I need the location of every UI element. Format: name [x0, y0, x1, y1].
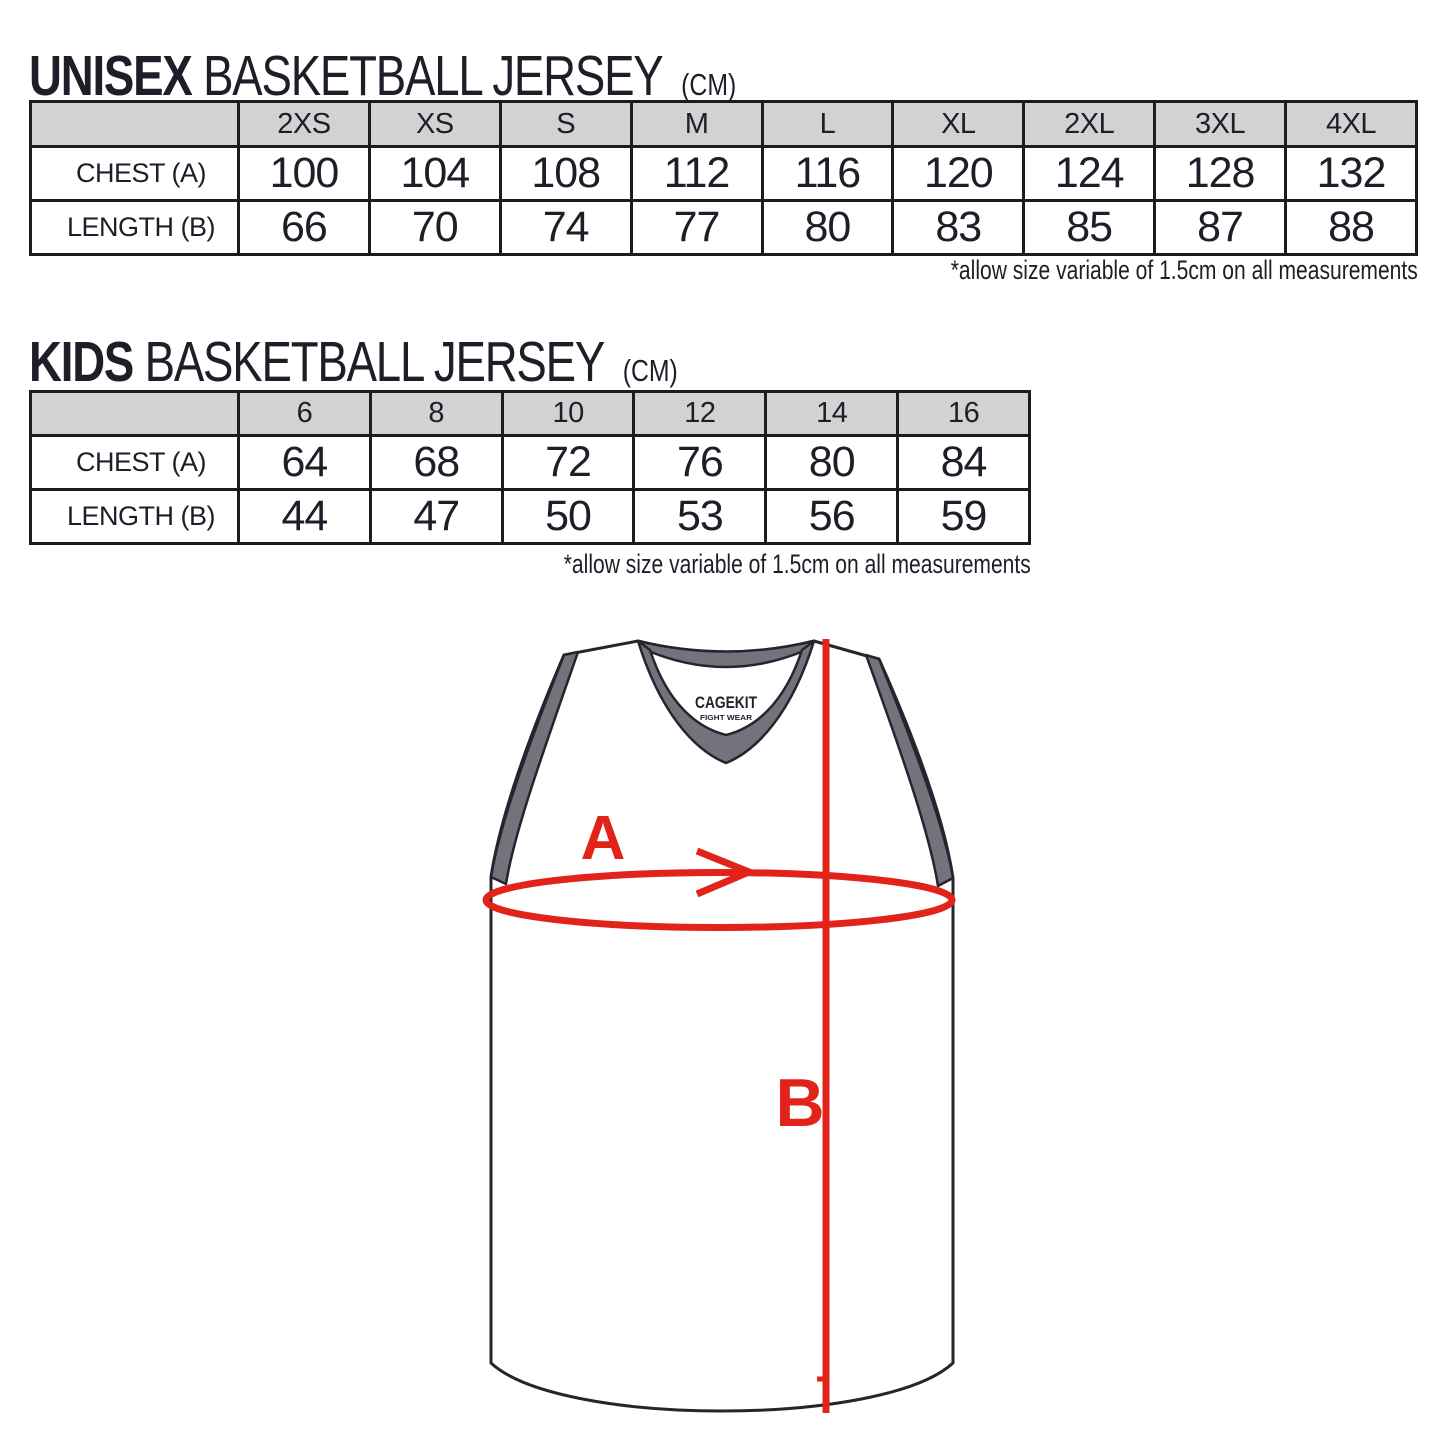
size-header-cell: 2XL — [1022, 100, 1157, 148]
length-value-cell: 87 — [1153, 199, 1287, 256]
row-label-cell: CHEST (A) — [29, 145, 240, 202]
kids-header-row: 6 8 10 12 14 16 — [29, 390, 1031, 437]
length-value-cell: 47 — [368, 488, 504, 545]
length-value-cell: 53 — [632, 488, 768, 545]
chest-value-cell: 80 — [764, 434, 900, 491]
unisex-section-title: UNISEX BASKETBALL JERSEY (CM) — [29, 48, 736, 105]
kids-title-bold: KIDS — [29, 330, 134, 394]
size-header-cell: 8 — [368, 390, 504, 437]
chest-arrow-icon — [695, 847, 759, 898]
chest-value-cell: 76 — [632, 434, 768, 491]
length-value-cell: 66 — [237, 199, 371, 256]
length-value-cell: 50 — [500, 488, 636, 545]
size-header-cell: S — [498, 100, 633, 148]
size-header-cell: L — [760, 100, 895, 148]
kids-section-title: KIDS BASKETBALL JERSEY (CM) — [29, 334, 678, 391]
chest-ellipse-annotation — [482, 869, 956, 931]
chest-value-cell: 116 — [760, 145, 895, 202]
size-header-cell: 12 — [632, 390, 768, 437]
chest-value-cell: 120 — [891, 145, 1026, 202]
kids-title-unit: (CM) — [622, 353, 678, 388]
length-value-cell: 59 — [896, 488, 1031, 545]
row-label-cell: CHEST (A) — [29, 434, 240, 491]
chest-value-cell: 72 — [500, 434, 636, 491]
size-header-cell: 3XL — [1153, 100, 1287, 148]
left-armhole-trim — [489, 650, 580, 886]
length-value-cell: 88 — [1284, 199, 1418, 256]
length-value-cell: 74 — [498, 199, 633, 256]
chest-value-cell: 108 — [498, 145, 633, 202]
chest-value-cell: 64 — [237, 434, 372, 491]
chest-value-cell: 84 — [896, 434, 1031, 491]
length-value-cell: 56 — [764, 488, 900, 545]
unisex-chest-row: CHEST (A) 100 104 108 112 116 120 124 12… — [29, 145, 1418, 202]
unisex-size-table: 2XS XS S M L XL 2XL 3XL 4XL CHEST (A) 10… — [29, 100, 1418, 256]
brand-logo-subtitle: FIGHT WEAR — [700, 713, 753, 722]
unisex-title-rest: BASKETBALL JERSEY — [203, 44, 663, 108]
size-header-cell: 10 — [500, 390, 636, 437]
chest-value-cell: 124 — [1022, 145, 1157, 202]
chest-value-cell: 100 — [237, 145, 371, 202]
unisex-length-row: LENGTH (B) 66 70 74 77 80 83 85 87 88 — [29, 199, 1418, 256]
unisex-title-unit: (CM) — [681, 67, 737, 102]
kids-length-row: LENGTH (B) 44 47 50 53 56 59 — [29, 488, 1031, 545]
kids-chest-row: CHEST (A) 64 68 72 76 80 84 — [29, 434, 1031, 491]
chest-value-cell: 112 — [629, 145, 764, 202]
size-header-cell: XL — [891, 100, 1026, 148]
unisex-header-row: 2XS XS S M L XL 2XL 3XL 4XL — [29, 100, 1418, 148]
right-armhole-trim — [864, 653, 955, 888]
length-value-cell: 80 — [760, 199, 895, 256]
chest-value-cell: 68 — [368, 434, 504, 491]
unisex-title-bold: UNISEX — [29, 44, 193, 108]
size-header-cell: 14 — [764, 390, 900, 437]
row-label-cell: LENGTH (B) — [29, 199, 240, 256]
size-header-cell: XS — [367, 100, 502, 148]
kids-title-rest: BASKETBALL JERSEY — [144, 330, 605, 394]
length-value-cell: 83 — [891, 199, 1026, 256]
length-value-cell: 77 — [629, 199, 764, 256]
kids-size-table: 6 8 10 12 14 16 CHEST (A) 64 68 72 76 80… — [29, 390, 1031, 545]
size-header-cell: M — [629, 100, 764, 148]
chest-value-cell: 128 — [1153, 145, 1287, 202]
kids-footnote: *allow size variable of 1.5cm on all mea… — [563, 549, 1031, 579]
brand-logo: CAGEKIT — [695, 693, 757, 712]
chest-marker-label: A — [581, 804, 626, 873]
size-header-cell: 16 — [896, 390, 1031, 437]
v-neck-collar-trim — [636, 639, 816, 765]
length-marker-label: B — [775, 1065, 824, 1141]
corner-cell — [29, 100, 240, 148]
row-label-cell: LENGTH (B) — [29, 488, 240, 545]
corner-cell — [29, 390, 240, 437]
size-header-cell: 2XS — [237, 100, 371, 148]
unisex-footnote: *allow size variable of 1.5cm on all mea… — [950, 255, 1418, 285]
size-header-cell: 4XL — [1284, 100, 1418, 148]
length-value-cell: 70 — [367, 199, 502, 256]
chest-value-cell: 104 — [367, 145, 502, 202]
length-value-cell: 85 — [1022, 199, 1157, 256]
length-value-cell: 44 — [237, 488, 372, 545]
chest-value-cell: 132 — [1284, 145, 1418, 202]
size-header-cell: 6 — [237, 390, 372, 437]
